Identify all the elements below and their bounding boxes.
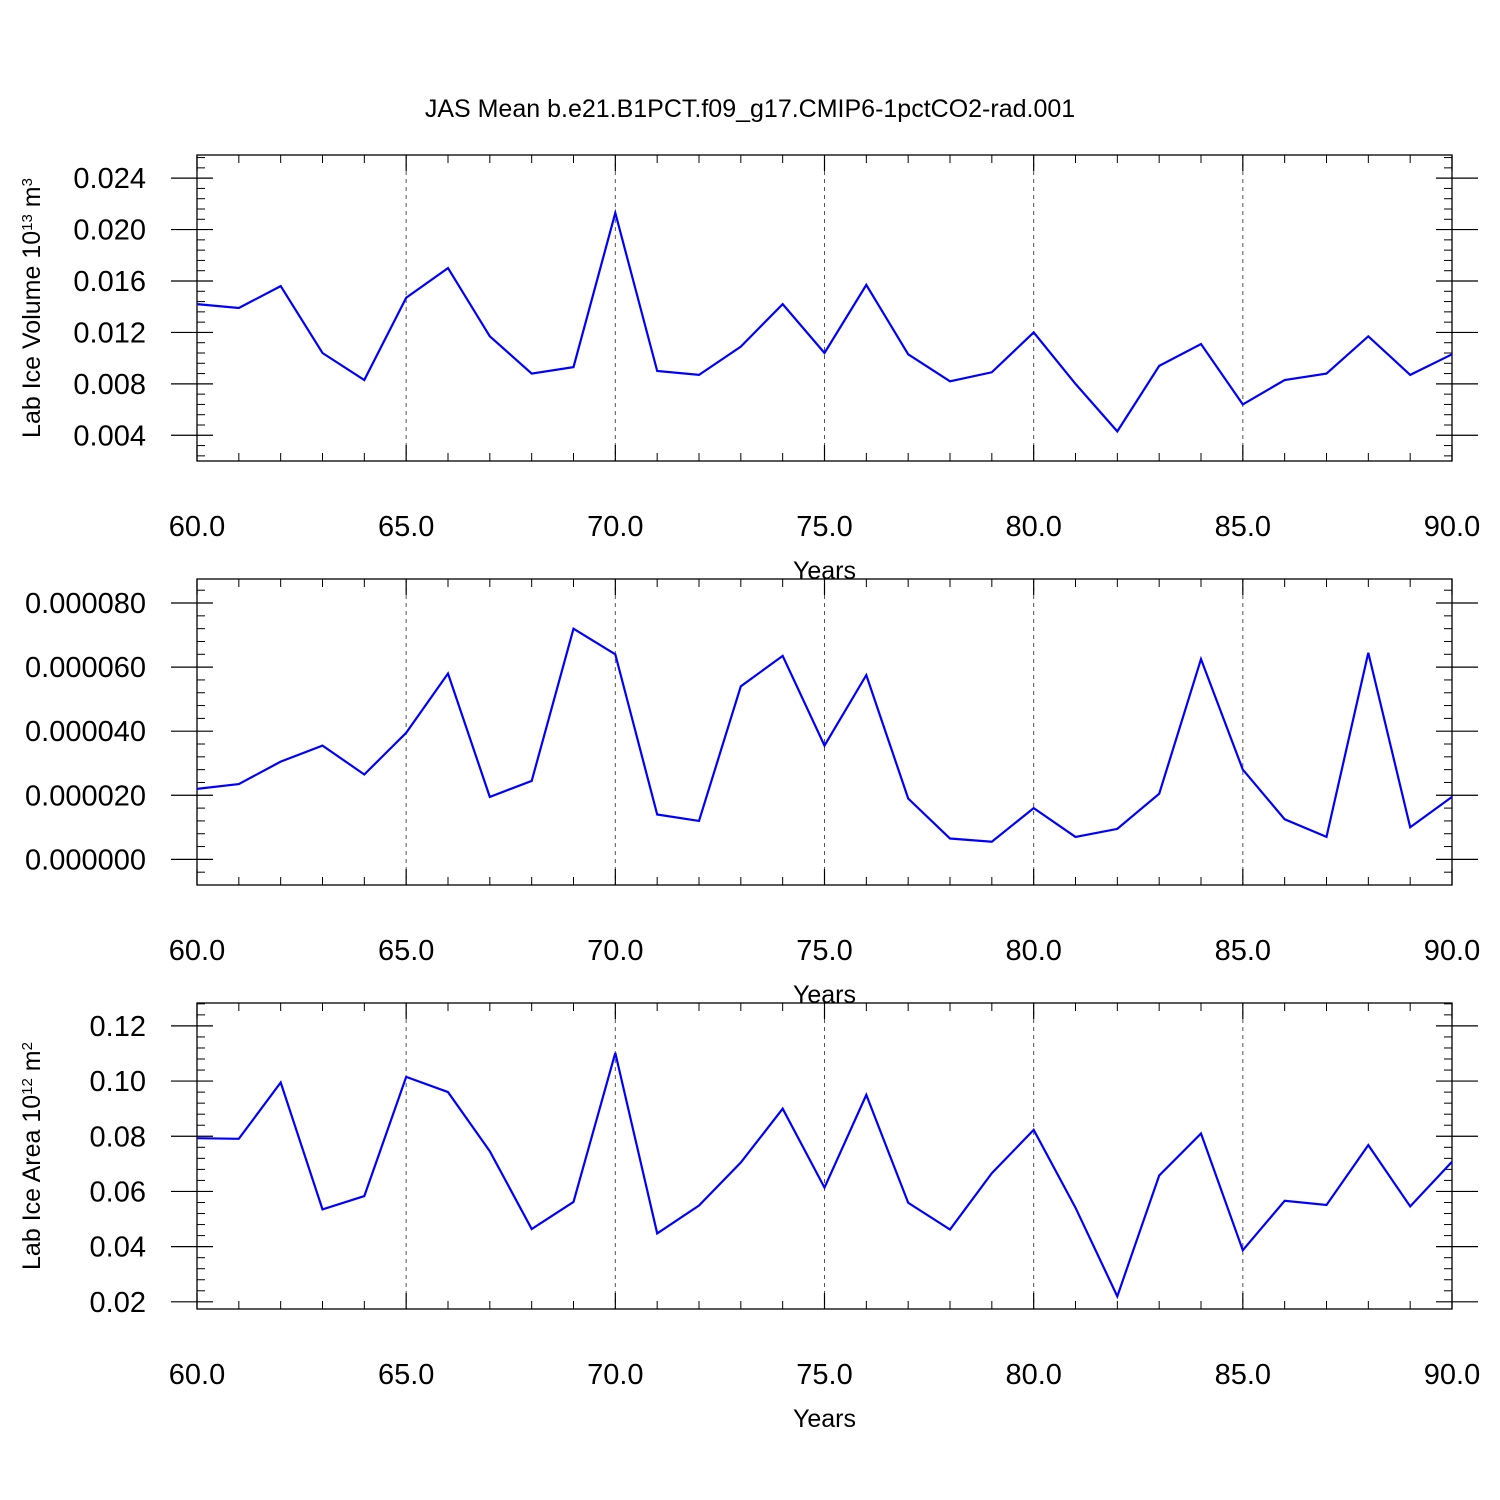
x-tick-label: 75.0	[796, 511, 852, 543]
x-tick-label: 65.0	[378, 935, 434, 967]
y-tick-label: 0.000040	[25, 716, 146, 748]
y-tick-label: 0.10	[90, 1066, 146, 1098]
x-tick-label: 75.0	[796, 935, 852, 967]
x-tick-label: 75.0	[796, 1359, 852, 1391]
x-tick-label: 60.0	[169, 935, 225, 967]
x-tick-label: 85.0	[1215, 511, 1271, 543]
series-line	[196, 1052, 1453, 1300]
x-tick-label: 80.0	[1005, 511, 1061, 543]
y-tick-label: 0.024	[73, 163, 146, 195]
y-tick-label: 0.000060	[25, 652, 146, 684]
y-tick-label: 0.04	[90, 1232, 146, 1264]
y-axis-title: Lab Ice Volume 1013 m3	[18, 178, 46, 438]
x-tick-label: 80.0	[1005, 935, 1061, 967]
chart-panel-1: 60.0 65.0 70.0 75.0 80.0 85.0 90.0Years0.0040.…	[18, 154, 1480, 585]
y-axis-title: Lab Ice Area 1012 m2	[18, 1042, 46, 1270]
x-tick-label: 90.0	[1424, 1359, 1480, 1391]
y-tick-label: 0.004	[73, 420, 146, 452]
chart-panels: 60.0 65.0 70.0 75.0 80.0 85.0 90.0 Years 0.004 0.…	[18, 154, 1480, 1433]
y-tick-label: 0.08	[90, 1121, 146, 1153]
x-tick-label: 60.0	[169, 511, 225, 543]
series-line	[196, 208, 1453, 434]
y-tick-label: 0.06	[90, 1176, 146, 1208]
x-tick-label: 70.0	[587, 935, 643, 967]
x-tick-label: 80.0	[1005, 1359, 1061, 1391]
chart-panel-3: 60.0 65.0 70.0 75.0 80.0 85.0 90.0 Years 0.02 0.0…	[18, 1002, 1480, 1433]
x-tick-label: 65.0	[378, 511, 434, 543]
y-tick-label: 0.008	[73, 369, 146, 401]
x-tick-label: 70.0	[587, 1359, 643, 1391]
x-tick-label: 90.0	[1424, 935, 1480, 967]
x-tick-label: 90.0	[1424, 511, 1480, 543]
chart-panel-2: 60.0 65.0 70.0 75.0 80.0 85.0 90.0Years0.00000…	[25, 578, 1480, 1009]
y-tick-label: 0.016	[73, 266, 146, 298]
series-line	[196, 626, 1453, 843]
x-tick-label: 85.0	[1215, 1359, 1271, 1391]
x-axis-title: Years	[793, 1405, 856, 1433]
x-tick-label: 85.0	[1215, 935, 1271, 967]
x-tick-label: 65.0	[378, 1359, 434, 1391]
y-tick-label: 0.02	[90, 1287, 146, 1319]
y-tick-label: 0.020	[73, 215, 146, 247]
y-tick-label: 0.000000	[25, 844, 146, 876]
chart-title: JAS Mean b.e21.B1PCT.f09_g17.CMIP6-1pctC…	[425, 95, 1075, 123]
y-tick-label: 0.000080	[25, 588, 146, 620]
y-tick-label: 0.012	[73, 317, 146, 349]
y-tick-label: 0.000020	[25, 780, 146, 812]
x-tick-label: 60.0	[169, 1359, 225, 1391]
y-tick-label: 0.12	[90, 1011, 146, 1043]
x-tick-label: 70.0	[587, 511, 643, 543]
